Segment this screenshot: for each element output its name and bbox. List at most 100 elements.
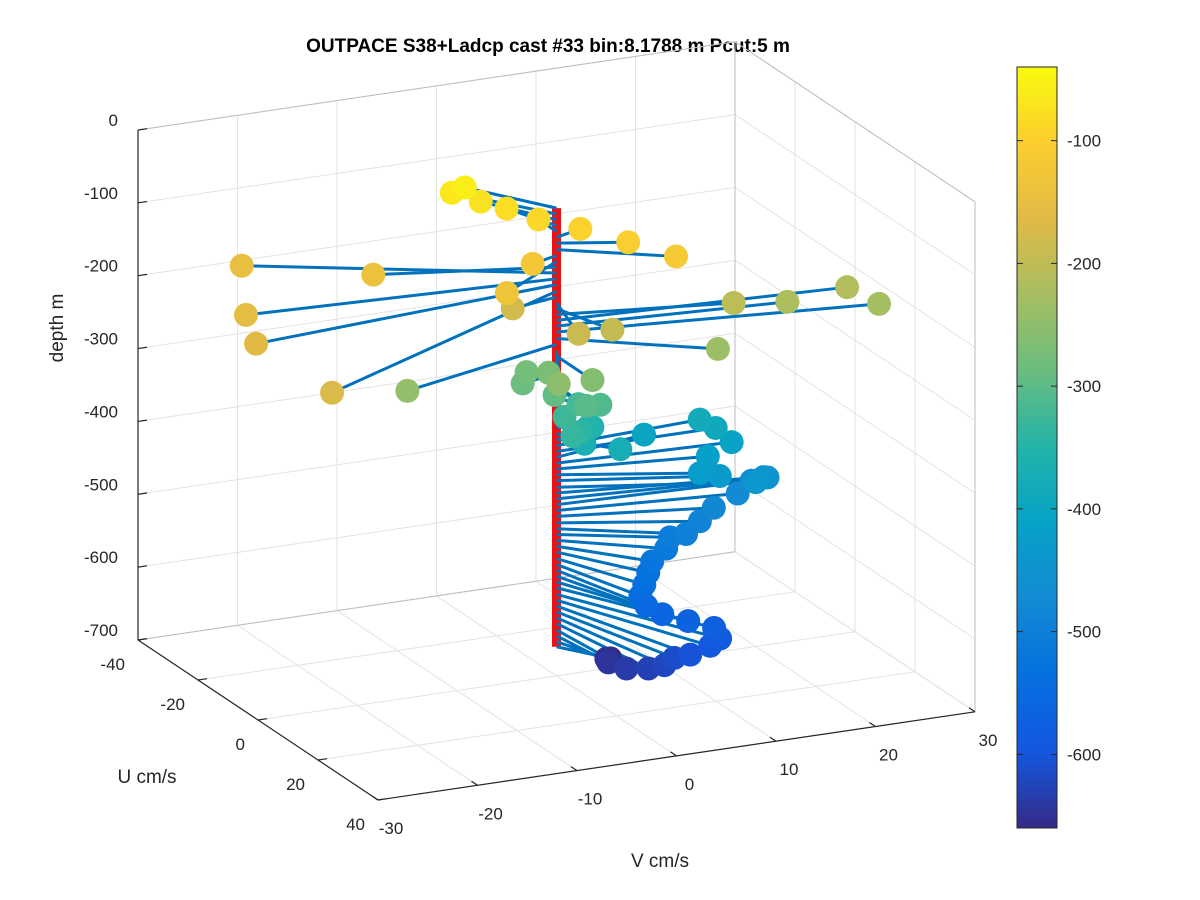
colorbar-tick-label: -600 bbox=[1067, 745, 1101, 764]
v-tick-mark bbox=[968, 707, 976, 713]
v-tick-mark bbox=[670, 751, 677, 757]
colorbar: -100 -200 -300 -400 -500 -600 bbox=[1016, 66, 1101, 829]
data-point bbox=[702, 615, 727, 640]
data-point bbox=[320, 380, 345, 405]
box-edge bbox=[137, 551, 736, 641]
v-tick-mark bbox=[769, 736, 777, 742]
v-tick-label: -20 bbox=[478, 804, 503, 823]
u-tick-mark bbox=[137, 638, 148, 641]
v-axis-label: V cm/s bbox=[631, 851, 689, 872]
velocity-stick bbox=[556, 248, 677, 258]
data-point bbox=[705, 336, 730, 361]
data-point bbox=[678, 642, 703, 667]
box-edge bbox=[734, 41, 976, 203]
data-point bbox=[687, 407, 712, 432]
u-tick-mark bbox=[317, 758, 328, 761]
data-point bbox=[596, 650, 621, 675]
data-point bbox=[580, 368, 605, 393]
v-tick-label: -10 bbox=[578, 790, 603, 809]
data-point bbox=[608, 437, 633, 462]
z-axis-label: depth m bbox=[47, 294, 68, 363]
v-tick-mark bbox=[570, 766, 578, 772]
u-tick-label: 0 bbox=[236, 735, 245, 754]
data-point bbox=[361, 262, 386, 287]
grid-line bbox=[317, 671, 916, 761]
velocity-stick bbox=[556, 471, 700, 477]
velocity-stick bbox=[556, 506, 714, 518]
colorbar-tick-label: -400 bbox=[1067, 500, 1101, 519]
data-point bbox=[395, 378, 420, 403]
velocity-stick bbox=[556, 544, 653, 563]
data-point bbox=[494, 196, 519, 221]
z-tick-mark bbox=[137, 346, 148, 350]
v-tick-mark bbox=[869, 722, 876, 727]
data-point bbox=[695, 444, 720, 469]
z-tick-label: -500 bbox=[84, 475, 118, 494]
velocity-stick bbox=[556, 454, 708, 471]
data-point bbox=[600, 317, 625, 342]
z-tick-label: -600 bbox=[84, 548, 118, 567]
data-point bbox=[566, 321, 591, 346]
data-point bbox=[560, 424, 585, 449]
data-point bbox=[520, 251, 545, 276]
data-point bbox=[614, 656, 639, 681]
z-tick-mark bbox=[137, 492, 148, 495]
v-tick-mark bbox=[471, 780, 478, 786]
colorbar-gradient bbox=[1016, 66, 1058, 829]
z-tick-label: -400 bbox=[84, 402, 118, 421]
data-point bbox=[244, 331, 269, 356]
velocity-stick bbox=[406, 342, 557, 393]
z-tick-label: -100 bbox=[84, 184, 118, 203]
grid-line bbox=[257, 631, 856, 721]
v-tick-label: 30 bbox=[979, 731, 998, 750]
v-tick-label: 10 bbox=[780, 760, 799, 779]
data-point bbox=[574, 393, 599, 418]
velocity-stick bbox=[556, 557, 645, 587]
data-point bbox=[867, 291, 891, 316]
velocity-stick bbox=[556, 519, 700, 525]
velocity-stick bbox=[556, 538, 667, 551]
data-point bbox=[632, 422, 656, 447]
colorbar-tick-label: -500 bbox=[1067, 623, 1101, 642]
velocity-stick bbox=[556, 475, 768, 501]
u-tick-label: 20 bbox=[286, 775, 305, 794]
data-point bbox=[664, 244, 689, 269]
plot-area bbox=[229, 175, 891, 681]
data-point bbox=[468, 189, 493, 214]
velocity-stick bbox=[555, 610, 675, 660]
data-point bbox=[514, 360, 539, 385]
velocity-stick bbox=[556, 598, 711, 648]
data-point bbox=[719, 430, 744, 455]
data-point bbox=[676, 609, 701, 634]
z-tick-label: -700 bbox=[84, 621, 118, 640]
z-tick-mark bbox=[137, 200, 148, 204]
z-tick-mark bbox=[137, 128, 148, 131]
grid-line bbox=[197, 591, 796, 681]
chart-title: OUTPACE S38+Ladcp cast #33 bin:8.1788 m … bbox=[306, 36, 790, 57]
u-tick-mark bbox=[197, 678, 208, 681]
data-point bbox=[234, 302, 258, 327]
data-point bbox=[775, 289, 800, 314]
u-tick-label: -40 bbox=[100, 655, 125, 674]
velocity-stick bbox=[555, 604, 691, 657]
data-point bbox=[229, 253, 254, 278]
u-axis-label: U cm/s bbox=[117, 767, 176, 788]
v-tick-label: -30 bbox=[379, 819, 404, 838]
data-point bbox=[701, 495, 726, 520]
u-tick-mark bbox=[377, 798, 388, 801]
v-tick-mark bbox=[371, 795, 379, 801]
data-point bbox=[568, 216, 593, 241]
data-point bbox=[835, 275, 860, 300]
data-point bbox=[526, 207, 551, 232]
z-tick-label: -300 bbox=[84, 330, 118, 349]
colorbar-tick-label: -200 bbox=[1067, 254, 1101, 273]
colorbar-tick-label: -100 bbox=[1067, 132, 1101, 151]
u-tick-label: -20 bbox=[160, 695, 185, 714]
velocity-stick bbox=[555, 563, 641, 598]
u-tick-label: 40 bbox=[346, 815, 365, 834]
z-tick-label: 0 bbox=[109, 111, 118, 130]
velocity-stick bbox=[556, 533, 671, 539]
u-tick-mark bbox=[257, 718, 268, 721]
data-point bbox=[743, 470, 768, 495]
